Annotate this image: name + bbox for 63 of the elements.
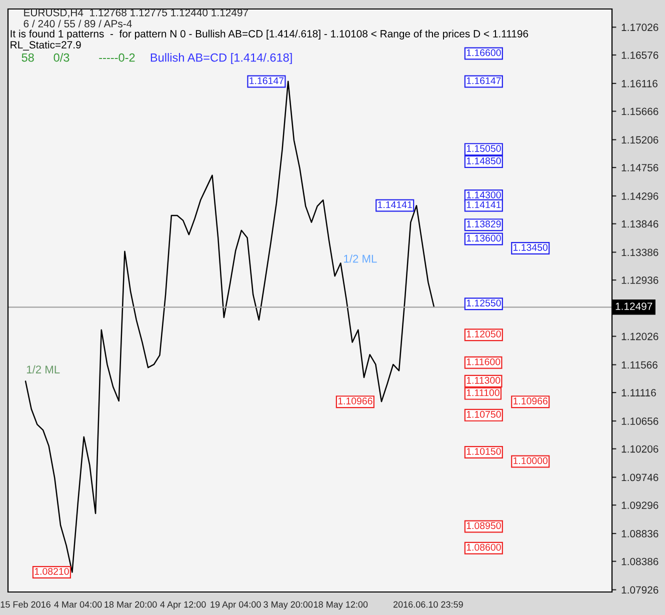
annotation: 1.10150 bbox=[466, 448, 501, 455]
annotation: 1.14300 bbox=[466, 191, 501, 198]
annotation: 1.08600 bbox=[466, 544, 501, 551]
y-tick-label: 1.13846 bbox=[622, 220, 658, 228]
y-tick-label: 1.10656 bbox=[622, 417, 658, 425]
annotation: 1.10000 bbox=[514, 457, 548, 464]
x-tick-label: 4 Mar 04:00 bbox=[54, 601, 102, 608]
x-tick-label: 2016.06.10 23:59 bbox=[393, 601, 463, 608]
annotation: Bullish AB=CD [1.414/.618] bbox=[150, 53, 292, 64]
annotation: 1.15050 bbox=[466, 145, 501, 152]
y-tick-label: 1.15666 bbox=[622, 108, 658, 116]
annotation: 1/2 ML bbox=[344, 254, 377, 263]
annotation: 1.16147 bbox=[250, 77, 284, 84]
annotation: 1.11600 bbox=[466, 358, 500, 366]
x-tick-label: 19 Apr 04:00 bbox=[210, 601, 261, 610]
x-tick-label: 18 Mar 20:00 bbox=[104, 601, 157, 608]
annotation: 1.14141 bbox=[466, 201, 501, 208]
annotation: 1.13600 bbox=[466, 234, 501, 242]
x-tick-label: 4 Apr 12:00 bbox=[160, 601, 206, 610]
annotation: 1/2 ML bbox=[26, 365, 60, 374]
ref-line-label: 1.12497 bbox=[616, 302, 652, 310]
annotation: 1.16600 bbox=[466, 49, 501, 56]
y-tick-label: 1.17026 bbox=[622, 24, 658, 32]
y-tick-label: 1.10206 bbox=[622, 445, 658, 453]
y-tick-label: 1.14296 bbox=[622, 192, 658, 200]
y-tick-label: 1.16116 bbox=[622, 80, 658, 88]
y-tick-label: 1.12936 bbox=[622, 276, 658, 284]
annotation: 58 bbox=[22, 53, 34, 62]
y-tick-label: 1.11116 bbox=[622, 389, 656, 396]
annotation: 1.13450 bbox=[514, 244, 548, 251]
y-tick-label: 1.09746 bbox=[622, 474, 658, 482]
annotation: 0/3 bbox=[54, 53, 70, 62]
x-tick-label: 15 Feb 2016 bbox=[0, 601, 50, 608]
annotation: 1.11100 bbox=[466, 389, 500, 396]
annotation: 1.16147 bbox=[466, 77, 501, 84]
annotation: 1.12550 bbox=[466, 300, 501, 306]
y-tick-label: 1.11566 bbox=[622, 361, 658, 369]
annotation: 1.12050 bbox=[466, 330, 501, 338]
annotation: 1.14141 bbox=[378, 201, 412, 208]
y-tick-label: 1.13386 bbox=[622, 248, 658, 256]
annotation: RL_Static=27.9 bbox=[10, 40, 81, 50]
y-tick-label: 1.09296 bbox=[622, 502, 658, 509]
annotation: 1.08210 bbox=[34, 568, 69, 575]
annotation: 1.10966 bbox=[338, 398, 372, 404]
x-tick-label: 18 May 12:00 bbox=[314, 601, 368, 610]
annotation: -----0-2 bbox=[99, 53, 135, 62]
y-tick-label: 1.16576 bbox=[622, 52, 658, 59]
y-tick-label: 1.08836 bbox=[622, 530, 658, 538]
y-tick-label: 1.07926 bbox=[622, 586, 658, 594]
y-tick-label: 1.15206 bbox=[622, 136, 658, 144]
annotation: 1.10750 bbox=[466, 410, 501, 418]
annotation: It is found 1 patterns - for pattern N 0 - Bullish AB=CD [1.414/.618] - 1.10108 < Range of the prices D < 1.11196 bbox=[10, 30, 528, 40]
y-tick-label: 1.08386 bbox=[622, 558, 658, 566]
x-tick-label: 3 May 20:00 bbox=[264, 601, 313, 610]
y-tick-label: 1.12026 bbox=[622, 332, 658, 340]
chart-title: EURUSD,H4 1.12768 1.12775 1.12440 1.12497 bbox=[24, 8, 248, 18]
annotation: 1.08950 bbox=[466, 522, 501, 530]
y-tick-label: 1.14756 bbox=[622, 164, 658, 172]
annotation: 1.10966 bbox=[514, 398, 548, 404]
annotation: 1.13829 bbox=[466, 220, 501, 228]
annotation: 1.11300 bbox=[466, 376, 500, 384]
text: 6 / 240 / 55 / 89 / APs-4 bbox=[24, 20, 132, 28]
annotation: 1.14850 bbox=[466, 157, 501, 164]
